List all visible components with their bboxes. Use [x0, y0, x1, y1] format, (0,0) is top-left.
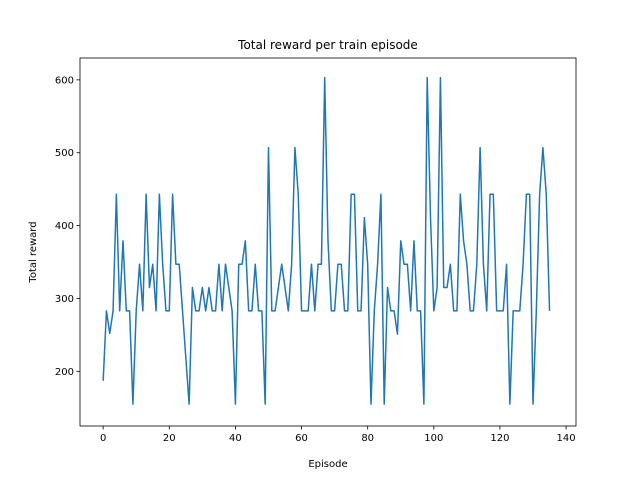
x-tick-label: 140	[557, 433, 576, 444]
plot-frame	[79, 57, 577, 427]
y-tick-label: 200	[55, 367, 74, 378]
x-tick-label: 40	[229, 433, 242, 444]
x-axis-label: Episode	[308, 459, 347, 470]
x-tick-label: 80	[361, 433, 374, 444]
y-axis-label: Total reward	[28, 221, 39, 283]
x-tick-label: 100	[424, 433, 443, 444]
y-tick-label: 400	[55, 221, 74, 232]
y-tick-label: 500	[55, 148, 74, 159]
reward-series-line	[102, 76, 551, 405]
y-tick-label: 600	[55, 75, 74, 86]
x-tick-label: 120	[490, 433, 509, 444]
chart-title: Total reward per train episode	[237, 38, 418, 52]
x-tick-label: 0	[100, 433, 106, 444]
x-tick-label: 60	[295, 433, 308, 444]
plot-area: 0 20 40 60 80 100 120 140 200 300 400 500 600	[55, 57, 577, 444]
x-tick-label: 20	[163, 433, 176, 444]
y-tick-label: 300	[55, 294, 74, 305]
